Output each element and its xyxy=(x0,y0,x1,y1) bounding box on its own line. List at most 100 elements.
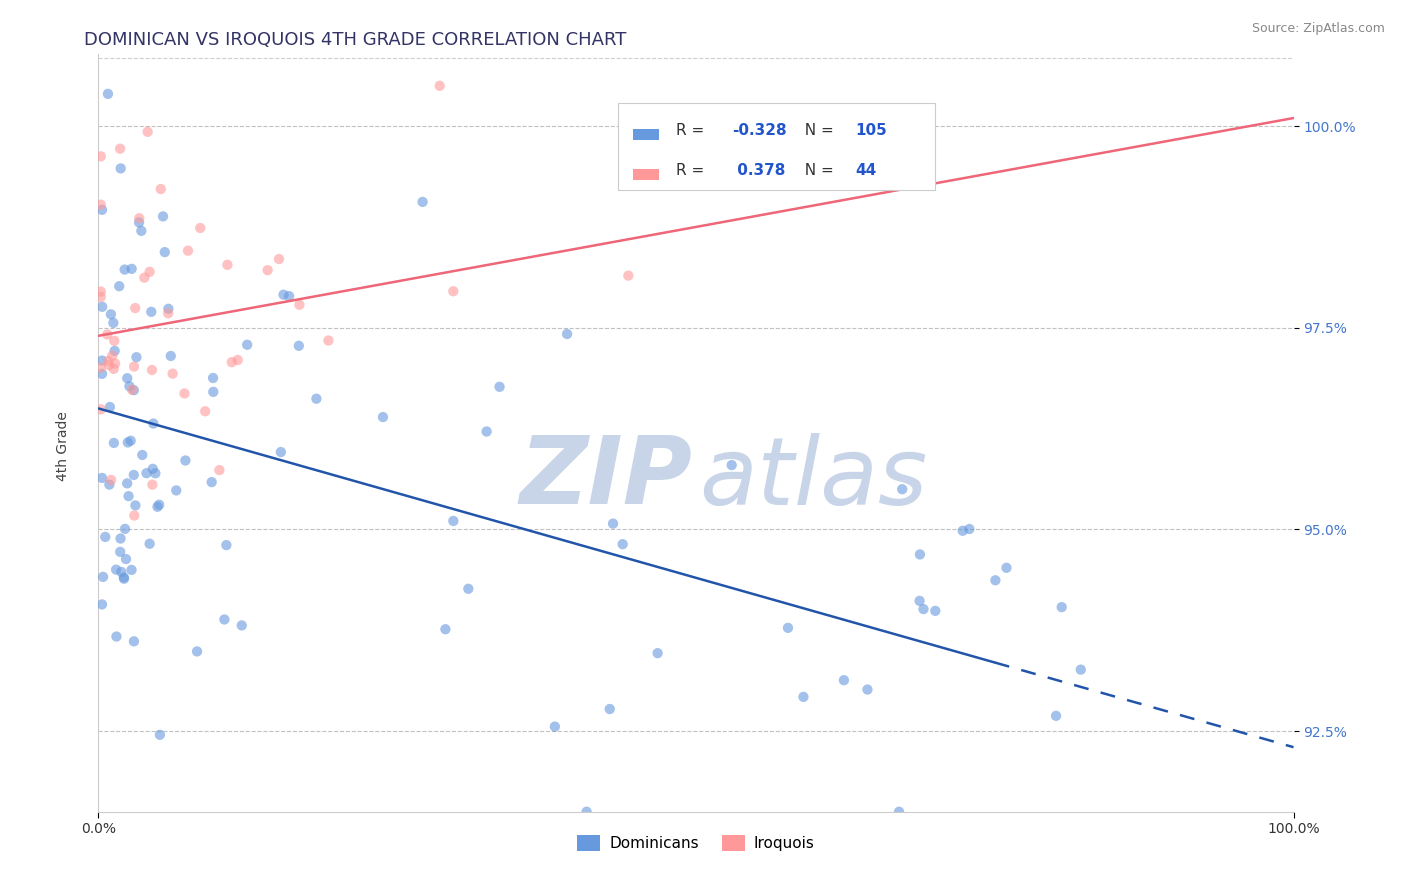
Point xyxy=(122,634,145,648)
Text: 44: 44 xyxy=(855,163,876,178)
Point xyxy=(122,383,145,397)
Point xyxy=(148,498,170,512)
Point xyxy=(117,435,139,450)
Point xyxy=(98,358,121,372)
Point xyxy=(90,285,112,299)
Text: ZIP: ZIP xyxy=(519,432,692,524)
Point xyxy=(98,400,121,414)
Point xyxy=(138,537,160,551)
Point xyxy=(589,472,612,486)
Point xyxy=(108,545,131,559)
Point xyxy=(278,289,301,303)
Point xyxy=(162,367,184,381)
Point xyxy=(135,466,157,480)
Point xyxy=(105,630,128,644)
Point xyxy=(115,476,138,491)
Point xyxy=(103,316,125,330)
Point xyxy=(908,594,931,608)
Point xyxy=(94,530,117,544)
Legend: Dominicans, Iroquois: Dominicans, Iroquois xyxy=(571,829,821,857)
Text: 4th Grade: 4th Grade xyxy=(56,411,70,481)
Point xyxy=(488,380,510,394)
Point xyxy=(165,483,187,498)
Point xyxy=(121,383,143,397)
Point xyxy=(856,682,879,697)
Text: N =: N = xyxy=(796,163,839,178)
Point xyxy=(153,245,176,260)
Point xyxy=(177,244,200,258)
Point xyxy=(115,552,138,566)
Point xyxy=(957,522,980,536)
Point xyxy=(202,371,225,385)
Point xyxy=(125,350,148,364)
Point xyxy=(231,618,253,632)
Point xyxy=(429,78,451,93)
Point xyxy=(103,334,125,348)
Point xyxy=(134,270,156,285)
Point xyxy=(122,467,145,482)
Point xyxy=(128,211,150,226)
Point xyxy=(142,462,165,476)
Point xyxy=(288,339,311,353)
Point xyxy=(188,221,211,235)
Point xyxy=(112,572,135,586)
Point xyxy=(288,298,311,312)
Point xyxy=(124,499,146,513)
Point xyxy=(136,125,159,139)
Point xyxy=(108,142,131,156)
Point xyxy=(114,522,136,536)
Point xyxy=(226,353,249,368)
Point xyxy=(792,690,814,704)
Point xyxy=(121,261,143,276)
Point xyxy=(173,386,195,401)
Point xyxy=(112,570,135,584)
Point xyxy=(267,252,290,266)
Point xyxy=(174,453,197,467)
Point xyxy=(952,524,974,538)
Point xyxy=(236,337,259,351)
Point xyxy=(912,602,935,616)
Point xyxy=(104,343,127,358)
Point xyxy=(908,548,931,562)
Point xyxy=(124,508,146,523)
Point xyxy=(924,604,946,618)
Point xyxy=(457,582,479,596)
Point xyxy=(98,477,121,491)
Text: atlas: atlas xyxy=(700,433,928,524)
Point xyxy=(995,561,1018,575)
Point xyxy=(131,448,153,462)
Point xyxy=(91,202,114,217)
Point xyxy=(141,363,163,377)
Point xyxy=(104,356,127,370)
Point xyxy=(121,563,143,577)
Text: -0.328: -0.328 xyxy=(733,123,786,138)
Point xyxy=(887,805,910,819)
Point xyxy=(90,149,112,163)
Point xyxy=(157,301,180,316)
Point xyxy=(157,306,180,320)
Point xyxy=(202,384,225,399)
Point xyxy=(544,720,567,734)
Point xyxy=(97,354,120,368)
Point xyxy=(612,537,634,551)
Point xyxy=(117,489,139,503)
Point xyxy=(159,349,181,363)
Point xyxy=(117,371,139,385)
Point xyxy=(124,301,146,315)
Point xyxy=(208,463,231,477)
Point xyxy=(90,197,112,211)
Point xyxy=(647,646,669,660)
Point xyxy=(110,565,132,579)
Point xyxy=(122,359,145,374)
Point xyxy=(110,532,132,546)
Point xyxy=(100,307,122,321)
Point xyxy=(434,622,457,636)
Point xyxy=(103,362,125,376)
Point xyxy=(194,404,217,418)
Point xyxy=(146,500,169,514)
Point xyxy=(91,471,114,485)
Point xyxy=(142,417,165,431)
Point xyxy=(602,516,624,531)
Point xyxy=(186,644,208,658)
Point xyxy=(412,194,434,209)
